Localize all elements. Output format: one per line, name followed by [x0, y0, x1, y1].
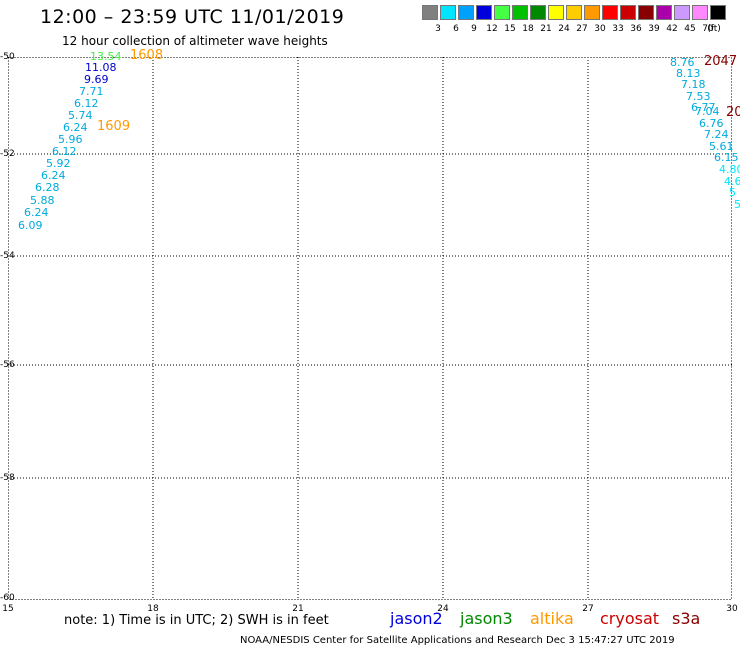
wave-height-point: 6.24	[41, 169, 66, 182]
scale-swatch	[458, 5, 474, 20]
wave-height-point: 7.04	[695, 105, 720, 118]
wave-height-point: 5.88	[30, 194, 55, 207]
longitude-label: 24	[437, 604, 449, 614]
scale-swatch	[530, 5, 546, 20]
wave-height-point: 7.24	[704, 128, 729, 141]
wave-height-point: 4.80	[719, 163, 740, 176]
latitude-label: -50	[0, 52, 15, 62]
scale-label: 42	[666, 24, 678, 34]
wave-height-point: 6.28	[35, 181, 60, 194]
scale-swatch	[494, 5, 510, 20]
latitude-label: -60	[0, 593, 15, 603]
scale-swatch	[548, 5, 564, 20]
scale-swatch	[710, 5, 726, 20]
satellite-legend-item: jason3	[460, 609, 513, 628]
longitude-label: 30	[726, 604, 738, 614]
longitude-label: 18	[147, 604, 159, 614]
scale-label: 39	[648, 24, 660, 34]
latitude-label: -54	[0, 251, 15, 261]
scale-label: 18	[522, 24, 534, 34]
scale-swatch	[476, 5, 492, 20]
pass-time-label: 1609	[97, 119, 131, 134]
wave-height-point: 5.61	[709, 140, 734, 153]
scale-label: 70	[702, 24, 714, 34]
wave-height-point: 8.76	[670, 56, 695, 69]
scale-swatch	[422, 5, 438, 20]
scale-label: 36	[630, 24, 642, 34]
chart-subtitle: 12 hour collection of altimeter wave hei…	[62, 34, 328, 48]
scale-label: 24	[558, 24, 570, 34]
scale-label: 45	[684, 24, 696, 34]
satellite-legend-item: cryosat	[600, 609, 660, 628]
satellite-legend-item: s3a	[672, 609, 701, 628]
wave-height-point: 9.69	[84, 73, 109, 86]
map-plot-area	[8, 57, 732, 600]
scale-label: 30	[594, 24, 606, 34]
wave-height-point: 6.09	[18, 219, 43, 232]
wave-height-point: 6.12	[52, 145, 77, 158]
latitude-label: -56	[0, 360, 15, 370]
note-text: note: 1) Time is in UTC; 2) SWH is in fe…	[64, 613, 329, 628]
scale-label: 9	[471, 24, 477, 34]
map-border	[8, 57, 732, 600]
footer-credit: NOAA/NESDIS Center for Satellite Applica…	[240, 635, 675, 646]
wave-height-point: 5	[729, 186, 736, 199]
scale-label: 3	[435, 24, 441, 34]
scale-swatch	[620, 5, 636, 20]
wave-height-point: 13.54	[90, 50, 122, 63]
scale-label: 21	[540, 24, 552, 34]
scale-label: 12	[486, 24, 498, 34]
satellite-legend-item: jason2	[390, 609, 443, 628]
wave-height-point: 6.76	[699, 117, 724, 130]
longitude-label: 21	[292, 604, 304, 614]
scale-swatch	[692, 5, 708, 20]
scale-swatch	[512, 5, 528, 20]
wave-height-point: 6.77	[691, 101, 716, 114]
pass-time-label: 20	[726, 105, 740, 120]
wave-height-point: 8.13	[676, 67, 701, 80]
longitude-label: 15	[2, 604, 14, 614]
scale-label: 15	[504, 24, 516, 34]
scale-swatch	[584, 5, 600, 20]
scale-swatch	[674, 5, 690, 20]
wave-height-point: 5	[734, 198, 740, 211]
wave-height-point: 11.08	[85, 61, 117, 74]
scale-swatch	[440, 5, 456, 20]
wave-height-point: 7.71	[79, 85, 104, 98]
wave-height-point: 7.18	[681, 78, 706, 91]
scale-swatch	[656, 5, 672, 20]
scale-unit-label: (ft)	[707, 24, 721, 34]
wave-height-point: 4.6	[724, 175, 740, 188]
scale-swatch	[638, 5, 654, 20]
wave-height-point: 5.92	[46, 157, 71, 170]
wave-height-point: 6.15	[714, 151, 739, 164]
chart-title: 12:00 – 23:59 UTC 11/01/2019	[40, 6, 345, 28]
latitude-label: -58	[0, 473, 15, 483]
wave-height-point: 6.24	[63, 121, 88, 134]
longitude-label: 27	[582, 604, 594, 614]
scale-label: 27	[576, 24, 588, 34]
wave-height-point: 5.96	[58, 133, 83, 146]
scale-swatch	[602, 5, 618, 20]
pass-time-label: 1608	[130, 48, 164, 63]
wave-height-point: 6.24	[24, 206, 49, 219]
pass-time-label: 2047	[704, 54, 738, 69]
wave-height-point: 7.53	[686, 90, 711, 103]
satellite-legend-item: altika	[530, 609, 574, 628]
wave-height-point: 6.12	[74, 97, 99, 110]
wave-height-point: 5.74	[68, 109, 93, 122]
scale-label: 33	[612, 24, 624, 34]
latitude-label: -52	[0, 149, 15, 159]
scale-swatch	[566, 5, 582, 20]
scale-label: 6	[453, 24, 459, 34]
